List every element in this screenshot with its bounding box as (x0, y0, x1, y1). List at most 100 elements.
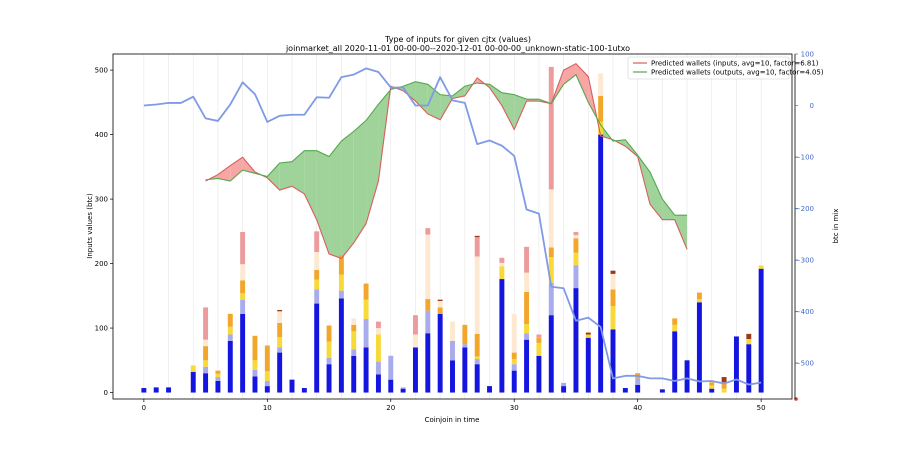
right-tick-label--400: −400 (795, 308, 814, 316)
y-tick-label-300: 300 (95, 196, 108, 204)
right-tick-label--100: −100 (795, 153, 814, 161)
bar-fresh-6 (215, 380, 221, 393)
right-axis-ticks: 100 0 −100 −200 −300 −400 −500 (795, 51, 814, 368)
bar-fresh-26 (462, 347, 468, 393)
bar-peach-14 (314, 251, 320, 271)
bar-yellow-17 (351, 331, 357, 350)
bar-light_blue-5 (203, 366, 209, 374)
bar-yellow-32 (536, 342, 542, 356)
bar-peach-37 (598, 73, 604, 96)
bar-fresh-49 (746, 344, 752, 393)
bar-orange-30 (511, 352, 517, 360)
bar-yellow-45 (696, 299, 702, 303)
y-axis-ticks: 0 100 200 300 400 500 (95, 67, 113, 397)
bar-light_blue-9 (252, 369, 258, 377)
bar-peach-30 (511, 313, 517, 353)
bar-fresh-45 (696, 302, 702, 393)
bar-light_blue-18 (363, 319, 369, 348)
chart-subtitle: joinmarket_all 2020-11-01 00-00-00--2020… (285, 44, 630, 53)
bar-peach-31 (524, 272, 530, 292)
legend-label-outputs: Predicted wallets (outputs, avg=10, fact… (651, 69, 824, 77)
x-tick-label-0: 0 (142, 404, 146, 412)
bar-brown-27 (474, 235, 480, 238)
bar-fresh-20 (388, 379, 394, 393)
right-axis-label: btc in mix (832, 209, 840, 244)
fill-segment-13 (304, 150, 317, 220)
y-axis-label: Inputs values (btc) (86, 193, 94, 259)
fill-segment-42 (662, 199, 675, 220)
bar-fresh-27 (474, 364, 480, 393)
bar-pink-19 (375, 321, 381, 329)
fill-segment-16 (341, 131, 354, 259)
bar-pink-5 (203, 307, 209, 340)
bar-yellow-30 (511, 359, 517, 365)
fill-segment-10 (267, 162, 280, 191)
bar-peach-29 (499, 262, 505, 267)
y-tick-label-0: 0 (104, 389, 108, 397)
bar-fresh-17 (351, 355, 357, 393)
bar-orange-24 (437, 307, 443, 314)
bar-fresh-22 (412, 347, 418, 393)
bar-light_blue-17 (351, 349, 357, 356)
bar-pink-29 (499, 257, 505, 263)
fill-segment-29 (501, 92, 515, 130)
bar-brown-47 (721, 377, 727, 383)
bar-fresh-9 (252, 376, 258, 393)
bar-orange-43 (672, 318, 678, 325)
y-tick-label-200: 200 (95, 260, 108, 268)
bar-light_blue-33 (548, 282, 554, 316)
bar-fresh-7 (227, 340, 233, 393)
predicted-outputs-line (205, 73, 688, 216)
bar-orange-6 (215, 370, 221, 374)
y-tick-label-400: 400 (95, 131, 108, 139)
bar-pink-35 (573, 231, 579, 236)
bar-yellow-29 (499, 266, 505, 280)
bar-orange-45 (696, 292, 702, 300)
bar-fresh-39 (622, 388, 628, 393)
bar-yellow-38 (610, 306, 616, 330)
legend: Predicted wallets (inputs, avg=10, facto… (627, 56, 824, 80)
bar-pink-22 (412, 315, 418, 335)
bar-yellow-10 (264, 371, 270, 381)
bar-light_blue-10 (264, 380, 270, 387)
bar-yellow-8 (240, 293, 246, 300)
x-axis-label: Coinjoin in time (425, 416, 480, 424)
bar-orange-14 (314, 270, 320, 280)
right-tick-label-0: 0 (810, 102, 814, 110)
y-tick-label-100: 100 (95, 325, 108, 333)
bar-light_blue-25 (450, 340, 455, 361)
bar-fresh-29 (499, 279, 505, 393)
bar-fresh-14 (314, 303, 320, 393)
bar-fresh-12 (289, 379, 295, 393)
fill-segment-7 (230, 157, 243, 182)
chart-title: Type of inputs for given cjtx (values) (384, 35, 531, 44)
bar-orange-9 (252, 335, 258, 361)
input-bars (141, 66, 764, 393)
bar-yellow-47 (721, 388, 727, 393)
bar-orange-10 (264, 345, 270, 372)
bar-yellow-16 (338, 274, 344, 291)
bar-orange-23 (425, 299, 431, 311)
bar-brown-38 (610, 270, 616, 274)
bar-yellow-14 (314, 279, 320, 290)
right-tick-label--300: −300 (795, 256, 814, 264)
bar-fresh-36 (585, 337, 591, 393)
bar-fresh-25 (450, 360, 455, 393)
bar-light_blue-26 (462, 344, 468, 348)
bar-yellow-33 (548, 257, 554, 283)
bar-fresh-13 (301, 388, 307, 393)
bar-yellow-37 (598, 121, 604, 135)
bar-yellow-43 (672, 324, 678, 332)
bar-orange-35 (573, 238, 579, 253)
fill-segment-15 (329, 141, 342, 259)
bar-brown-24 (437, 299, 443, 301)
bar-light_blue-15 (326, 357, 332, 365)
bar-orange-18 (363, 283, 369, 300)
bar-yellow-27 (474, 356, 480, 360)
bar-peach-33 (548, 189, 554, 248)
bar-peach-25 (450, 321, 455, 341)
bar-orange-11 (277, 322, 283, 338)
bar-fresh-0 (141, 388, 147, 393)
bar-orange-27 (474, 333, 480, 357)
